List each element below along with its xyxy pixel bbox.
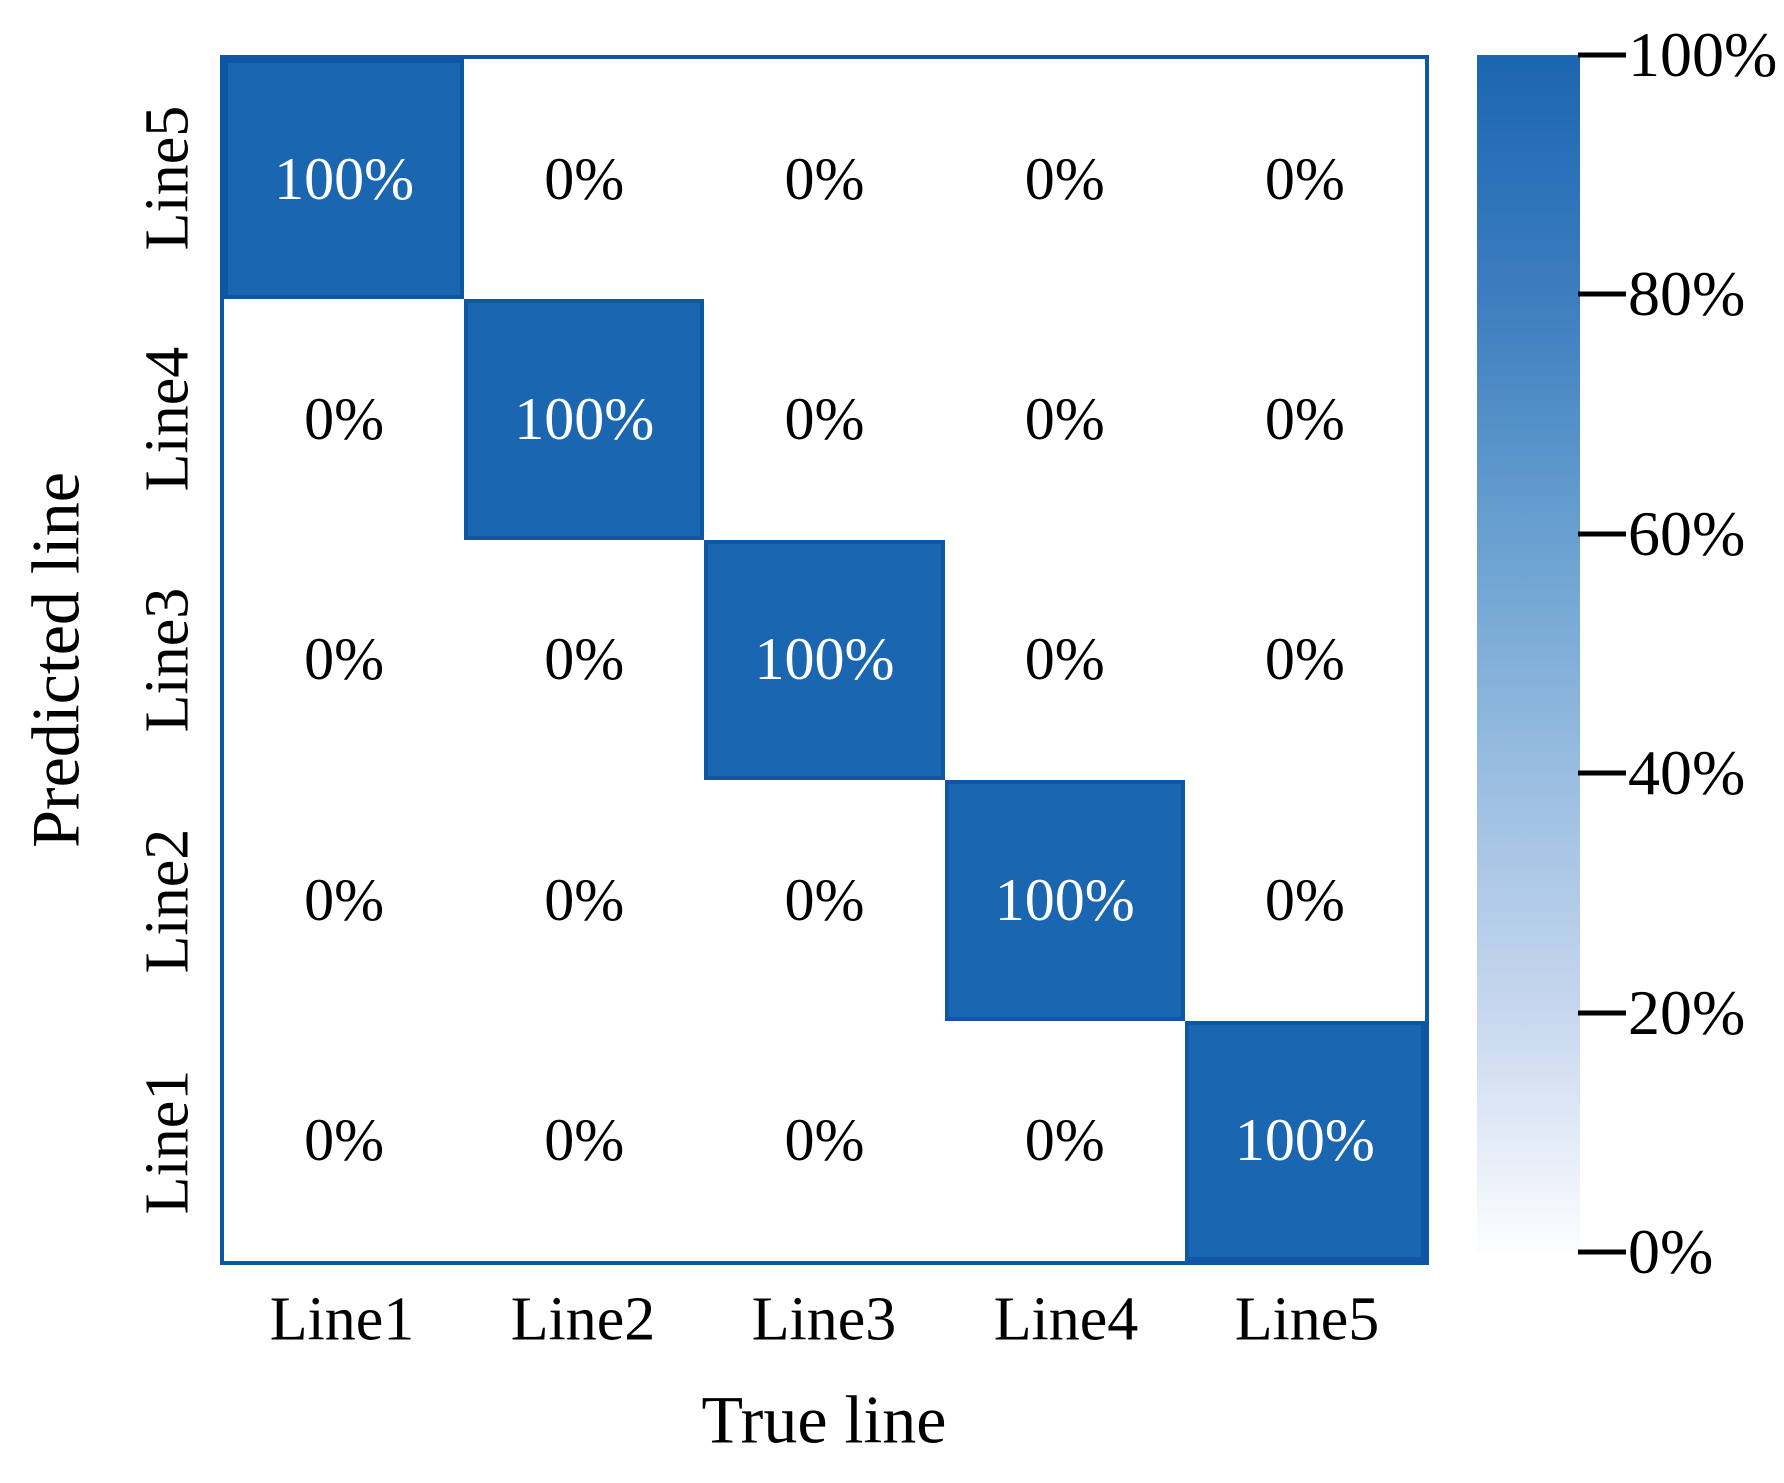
heatmap-grid: 100% 0% 0% 0% 0% 0% 100% 0% 0% 0% 0% 0% … (224, 59, 1425, 1261)
colorbar-tick-label: 60% (1628, 498, 1746, 569)
colorbar-tick-label: 20% (1628, 977, 1746, 1048)
colorbar-tick-mark (1578, 770, 1626, 776)
matrix-cell: 0% (1184, 299, 1425, 540)
matrix-cell: 0% (1184, 780, 1425, 1021)
colorbar-tick-mark (1578, 52, 1626, 58)
y-tick-label: Line3 (133, 587, 202, 733)
x-tick-label: Line4 (993, 1285, 1139, 1354)
colorbar-tick-label: 0% (1628, 1216, 1714, 1287)
matrix-cell: 0% (224, 780, 465, 1021)
matrix-cell: 0% (944, 1020, 1185, 1261)
colorbar-tick-mark (1578, 1010, 1626, 1016)
y-tick-label: Line5 (133, 105, 202, 251)
y-axis-title: Predicted line (17, 472, 94, 848)
matrix-cell: 100% (1184, 1020, 1425, 1261)
matrix-cell: 0% (944, 539, 1185, 781)
x-tick-label: Line2 (510, 1285, 656, 1354)
x-tick-label: Line3 (751, 1285, 897, 1354)
colorbar-tick-label: 40% (1628, 737, 1746, 808)
matrix-cell: 0% (464, 780, 705, 1021)
matrix-cell: 0% (1184, 59, 1425, 300)
matrix-cell: 0% (704, 59, 945, 300)
heatmap-plot-area: 100% 0% 0% 0% 0% 0% 100% 0% 0% 0% 0% 0% … (220, 55, 1429, 1265)
matrix-cell: 100% (464, 299, 705, 540)
matrix-cell: 0% (704, 780, 945, 1021)
matrix-cell: 0% (224, 1020, 465, 1261)
y-tick-label: Line1 (133, 1069, 202, 1215)
matrix-cell: 0% (464, 59, 705, 300)
colorbar-tick-label: 100% (1628, 19, 1778, 90)
y-tick-label: Line4 (133, 346, 202, 492)
matrix-cell: 0% (1184, 539, 1425, 781)
colorbar-tick-mark (1578, 1249, 1626, 1255)
x-tick-label: Line1 (269, 1285, 415, 1354)
colorbar-tick-mark (1578, 291, 1626, 297)
matrix-cell: 0% (704, 299, 945, 540)
colorbar-tick-label: 80% (1628, 258, 1746, 329)
colorbar-gradient (1477, 55, 1580, 1252)
matrix-cell: 0% (224, 299, 465, 540)
x-axis-title: True line (701, 1381, 947, 1458)
matrix-cell: 100% (224, 59, 465, 300)
x-tick-label: Line5 (1234, 1285, 1380, 1354)
y-tick-label: Line2 (133, 828, 202, 974)
matrix-cell: 0% (944, 299, 1185, 540)
colorbar-tick-mark (1578, 531, 1626, 537)
matrix-cell: 0% (704, 1020, 945, 1261)
matrix-cell: 100% (944, 780, 1185, 1021)
matrix-cell: 0% (944, 59, 1185, 300)
matrix-cell: 100% (704, 539, 945, 781)
matrix-cell: 0% (224, 539, 465, 781)
matrix-cell: 0% (464, 1020, 705, 1261)
matrix-cell: 0% (464, 539, 705, 781)
